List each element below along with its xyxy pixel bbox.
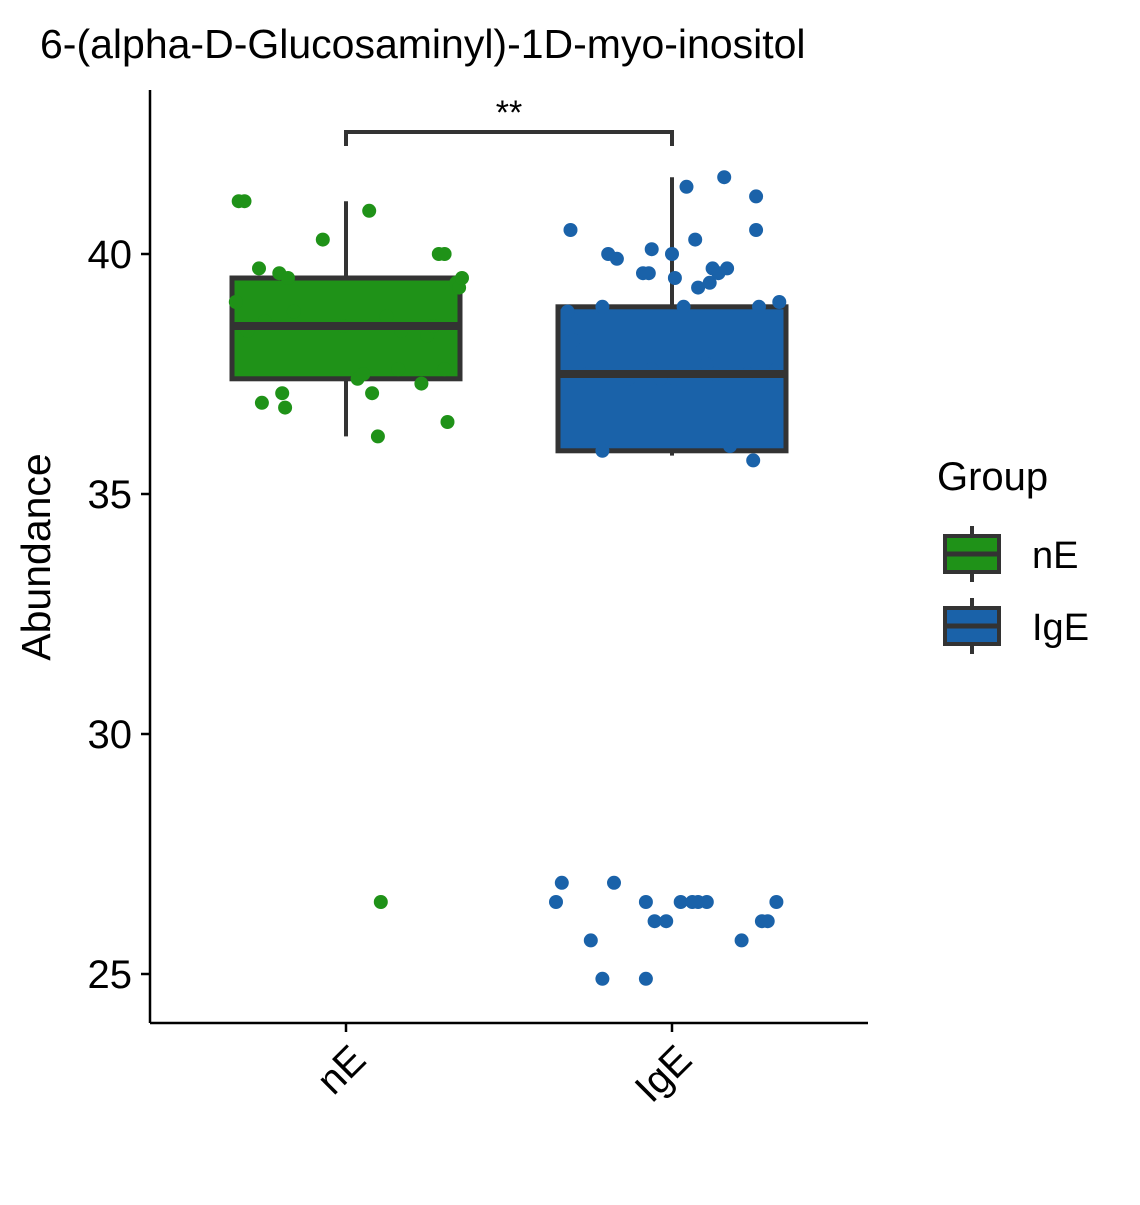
y-tick-label: 35 [88, 473, 133, 517]
data-point [391, 362, 406, 377]
data-point [278, 400, 293, 415]
data-point [379, 309, 394, 324]
plot-area: ** [228, 94, 789, 986]
significance-label: ** [496, 94, 522, 132]
data-point [720, 261, 735, 276]
data-point [455, 271, 469, 285]
data-point [723, 439, 737, 453]
significance-bracket [344, 130, 674, 146]
legend-item-ne: nE [943, 526, 1078, 582]
data-point [437, 362, 452, 377]
data-point [566, 333, 581, 348]
data-point [746, 453, 761, 468]
data-point [286, 304, 301, 319]
y-axis-title: Abundance [13, 453, 59, 660]
data-point [373, 895, 388, 909]
x-tick-label: nE [309, 1037, 375, 1103]
data-point [688, 232, 703, 247]
data-point [673, 895, 688, 909]
data-point [641, 266, 656, 281]
legend-item-ige: IgE [943, 598, 1089, 654]
data-point [734, 933, 749, 948]
legend-title: Group [937, 455, 1048, 499]
data-point [583, 933, 598, 948]
data-point [563, 223, 578, 237]
y-tick-label: 25 [88, 953, 133, 997]
data-point [440, 415, 455, 429]
data-point [560, 304, 575, 319]
data-point [667, 271, 682, 285]
data-point [549, 895, 563, 909]
data-point [356, 367, 371, 381]
data-point [717, 170, 732, 185]
chart-title: 6-(alpha-D-Glucosaminyl)-1D-myo-inositol [40, 21, 806, 67]
data-point [638, 895, 653, 909]
legend-label: nE [1032, 535, 1078, 577]
data-point [679, 179, 694, 194]
y-tick-label: 40 [88, 233, 133, 277]
data-point [665, 247, 679, 261]
data-point [437, 247, 452, 261]
y-tick-label: 30 [88, 713, 133, 757]
data-point [702, 275, 717, 290]
axes: 25 30 35 40 nE IgE [88, 90, 868, 1111]
significance-annotation: ** [344, 94, 674, 146]
data-point [595, 971, 610, 986]
data-point [228, 295, 243, 309]
data-point [691, 280, 706, 295]
series-ne [228, 194, 469, 909]
data-point [254, 395, 269, 410]
data-point [647, 914, 662, 929]
data-point [749, 189, 764, 204]
data-point [659, 914, 674, 929]
x-tick-label: IgE [627, 1037, 701, 1111]
data-point [237, 194, 252, 209]
data-point [772, 295, 787, 309]
data-point [554, 875, 569, 890]
data-point [760, 914, 775, 929]
data-point [252, 261, 266, 276]
data-point [362, 203, 377, 218]
data-point [275, 386, 290, 401]
data-point [676, 299, 691, 314]
data-point [699, 895, 714, 909]
data-point [752, 299, 766, 314]
data-point [769, 895, 784, 909]
data-point [644, 242, 659, 257]
data-point [699, 357, 714, 372]
data-point [595, 299, 610, 314]
legend: Group nE IgE [937, 455, 1089, 654]
data-point [370, 429, 385, 444]
data-point [315, 232, 330, 247]
series-ige [549, 170, 789, 986]
data-point [595, 443, 610, 458]
data-point [607, 875, 621, 890]
data-point [609, 251, 624, 266]
data-point [281, 271, 295, 285]
data-point [365, 386, 380, 401]
data-point [749, 223, 764, 237]
legend-label: IgE [1032, 607, 1089, 649]
data-point [638, 971, 653, 986]
data-point [414, 376, 429, 391]
